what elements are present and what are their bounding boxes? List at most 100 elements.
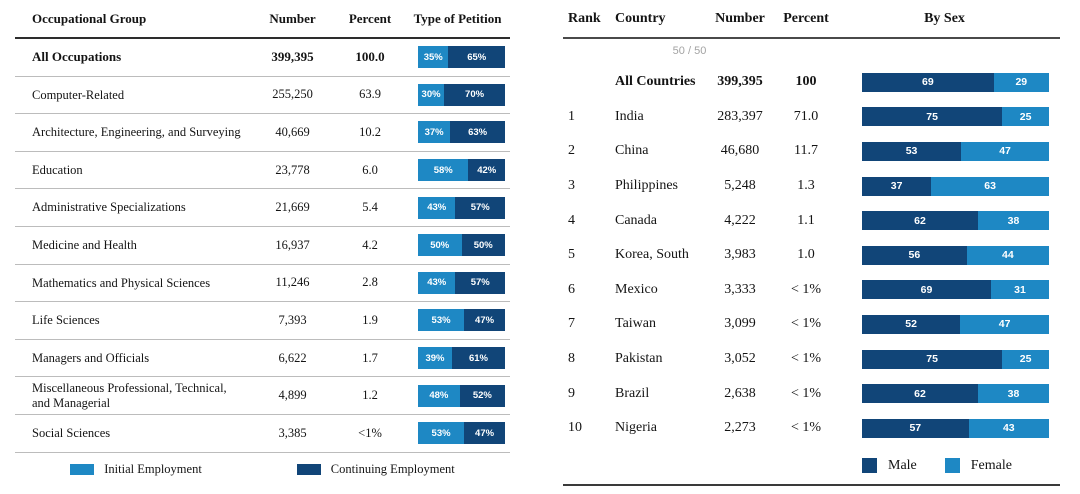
occupational-group-cell: Medicine and Health [32,238,137,253]
petition-bar-cell: 43% 57% [405,271,510,294]
country-row: 9 Brazil 2,638 < 1% 62 38 [563,376,1060,411]
occupational-row: Medicine and Health 16,937 4.2 50% 50% [15,227,510,265]
sex-bar-cell: 37 63 [829,176,1060,196]
rank-cell: 2 [568,143,575,159]
rank-cell: 10 [568,420,582,436]
petition-stacked-bar: 43% 57% [418,271,505,294]
occupational-row: Social Sciences 3,385 <1% 53% 47% [15,415,510,453]
percent-cell: < 1% [790,420,822,436]
country-cell: Brazil [615,385,650,401]
sex-bar-cell: 69 29 [829,72,1060,92]
continuing-employment-segment: 63% [450,121,505,144]
occupational-group-cell: Administrative Specializations [32,200,186,215]
fifty-fifty-label: 50 / 50 [672,45,707,57]
country-row: 10 Nigeria 2,273 < 1% 57 43 [563,411,1060,446]
country-row: 7 Taiwan 3,099 < 1% 52 47 [563,307,1060,342]
petition-bar-cell: 39% 61% [405,347,510,370]
male-segment: 75 [862,107,1003,127]
petition-stacked-bar: 30% 70% [418,83,505,106]
male-segment: 57 [862,418,969,438]
sex-bar-cell: 62 38 [829,384,1060,404]
sex-legend: Male Female [862,455,1060,477]
sex-stacked-bar: 69 29 [862,72,1049,92]
number-cell: 11,246 [275,275,310,290]
country-cell: Nigeria [615,420,657,436]
header-percent-right: Percent [783,10,829,26]
header-type-of-petition: Type of Petition [413,10,502,26]
percent-cell: 63.9 [359,87,381,102]
number-cell: 399,395 [271,49,314,65]
petition-stacked-bar: 43% 57% [418,196,505,219]
percent-cell: 4.2 [362,237,378,252]
number-cell: 255,250 [272,87,313,102]
female-segment: 29 [993,72,1049,92]
number-cell: 399,395 [717,74,763,90]
initial-employment-segment: 50% [418,234,462,257]
female-swatch [944,458,960,474]
male-segment: 69 [862,280,992,300]
female-segment: 38 [977,384,1049,404]
female-segment: 38 [977,211,1049,231]
initial-employment-label: Initial Employment [104,461,202,476]
male-swatch [862,458,877,474]
petition-stacked-bar: 37% 63% [418,121,505,144]
occupational-row: Managers and Officials 6,622 1.7 39% 61% [15,340,510,378]
occupational-row: Administrative Specializations 21,669 5.4 4… [15,189,510,227]
female-label: Female [970,457,1012,473]
percent-cell: 100.0 [355,49,385,65]
male-segment: 52 [862,314,961,334]
sex-bar-cell: 75 25 [829,107,1060,127]
header-number-right: Number [715,10,765,26]
petition-bar-cell: 58% 42% [405,159,510,182]
number-cell: 23,778 [275,162,310,177]
female-segment: 43 [968,418,1049,438]
initial-employment-segment: 43% [418,271,456,294]
male-label: Male [888,457,917,473]
country-row: 4 Canada 4,222 1.1 62 38 [563,203,1060,238]
header-occupational-group: Occupational Group [32,10,147,26]
number-cell: 46,680 [720,143,760,159]
continuing-employment-segment: 47% [464,422,505,445]
sex-stacked-bar: 56 44 [862,245,1049,265]
percent-cell: 6.0 [362,162,378,177]
number-cell: 3,052 [724,351,756,367]
country-cell: China [615,143,649,159]
petition-legend: Initial Employment Continuing Employment [15,462,510,477]
continuing-employment-segment: 50% [461,234,505,257]
country-cell: India [615,108,644,124]
petition-stacked-bar: 58% 42% [418,159,505,182]
occupational-row: Computer-Related 255,250 63.9 30% 70% [15,77,510,115]
percent-cell: 1.7 [362,350,378,365]
female-segment: 47 [960,314,1049,334]
number-cell: 21,669 [275,200,310,215]
percent-cell: <1% [358,425,382,440]
occupational-table-header: Occupational Group Number Percent Type o… [15,0,510,39]
country-row: 1 India 283,397 71.0 75 25 [563,100,1060,135]
sex-bar-cell: 57 43 [829,418,1060,438]
number-cell: 3,983 [724,247,756,263]
percent-cell: 1.2 [362,388,378,403]
female-segment: 47 [961,141,1049,161]
male-segment: 53 [862,141,962,161]
sex-bar-cell: 69 31 [829,280,1060,300]
rank-cell: 6 [568,281,575,297]
continuing-employment-segment: 52% [459,384,505,407]
sex-stacked-bar: 37 63 [862,176,1049,196]
number-cell: 3,385 [278,425,307,440]
number-cell: 16,937 [275,237,310,252]
petition-bar-cell: 35% 65% [405,46,510,69]
country-row: All Countries 399,395 100 69 29 [563,65,1060,100]
sex-stacked-bar: 53 47 [862,141,1049,161]
country-cell: All Countries [615,74,696,90]
male-segment: 37 [862,176,932,196]
country-cell: Canada [615,212,657,228]
occupational-group-table: Occupational Group Number Percent Type o… [15,0,510,477]
country-row: 3 Philippines 5,248 1.3 37 63 [563,169,1060,204]
country-row: 5 Korea, South 3,983 1.0 56 44 [563,238,1060,273]
country-cell: Mexico [615,281,658,297]
country-cell: Philippines [615,178,679,194]
occupational-row: Architecture, Engineering, and Surveying… [15,114,510,152]
fifty-fifty-reference-row: 50 / 50 [563,45,1060,65]
number-cell: 5,248 [724,178,756,194]
